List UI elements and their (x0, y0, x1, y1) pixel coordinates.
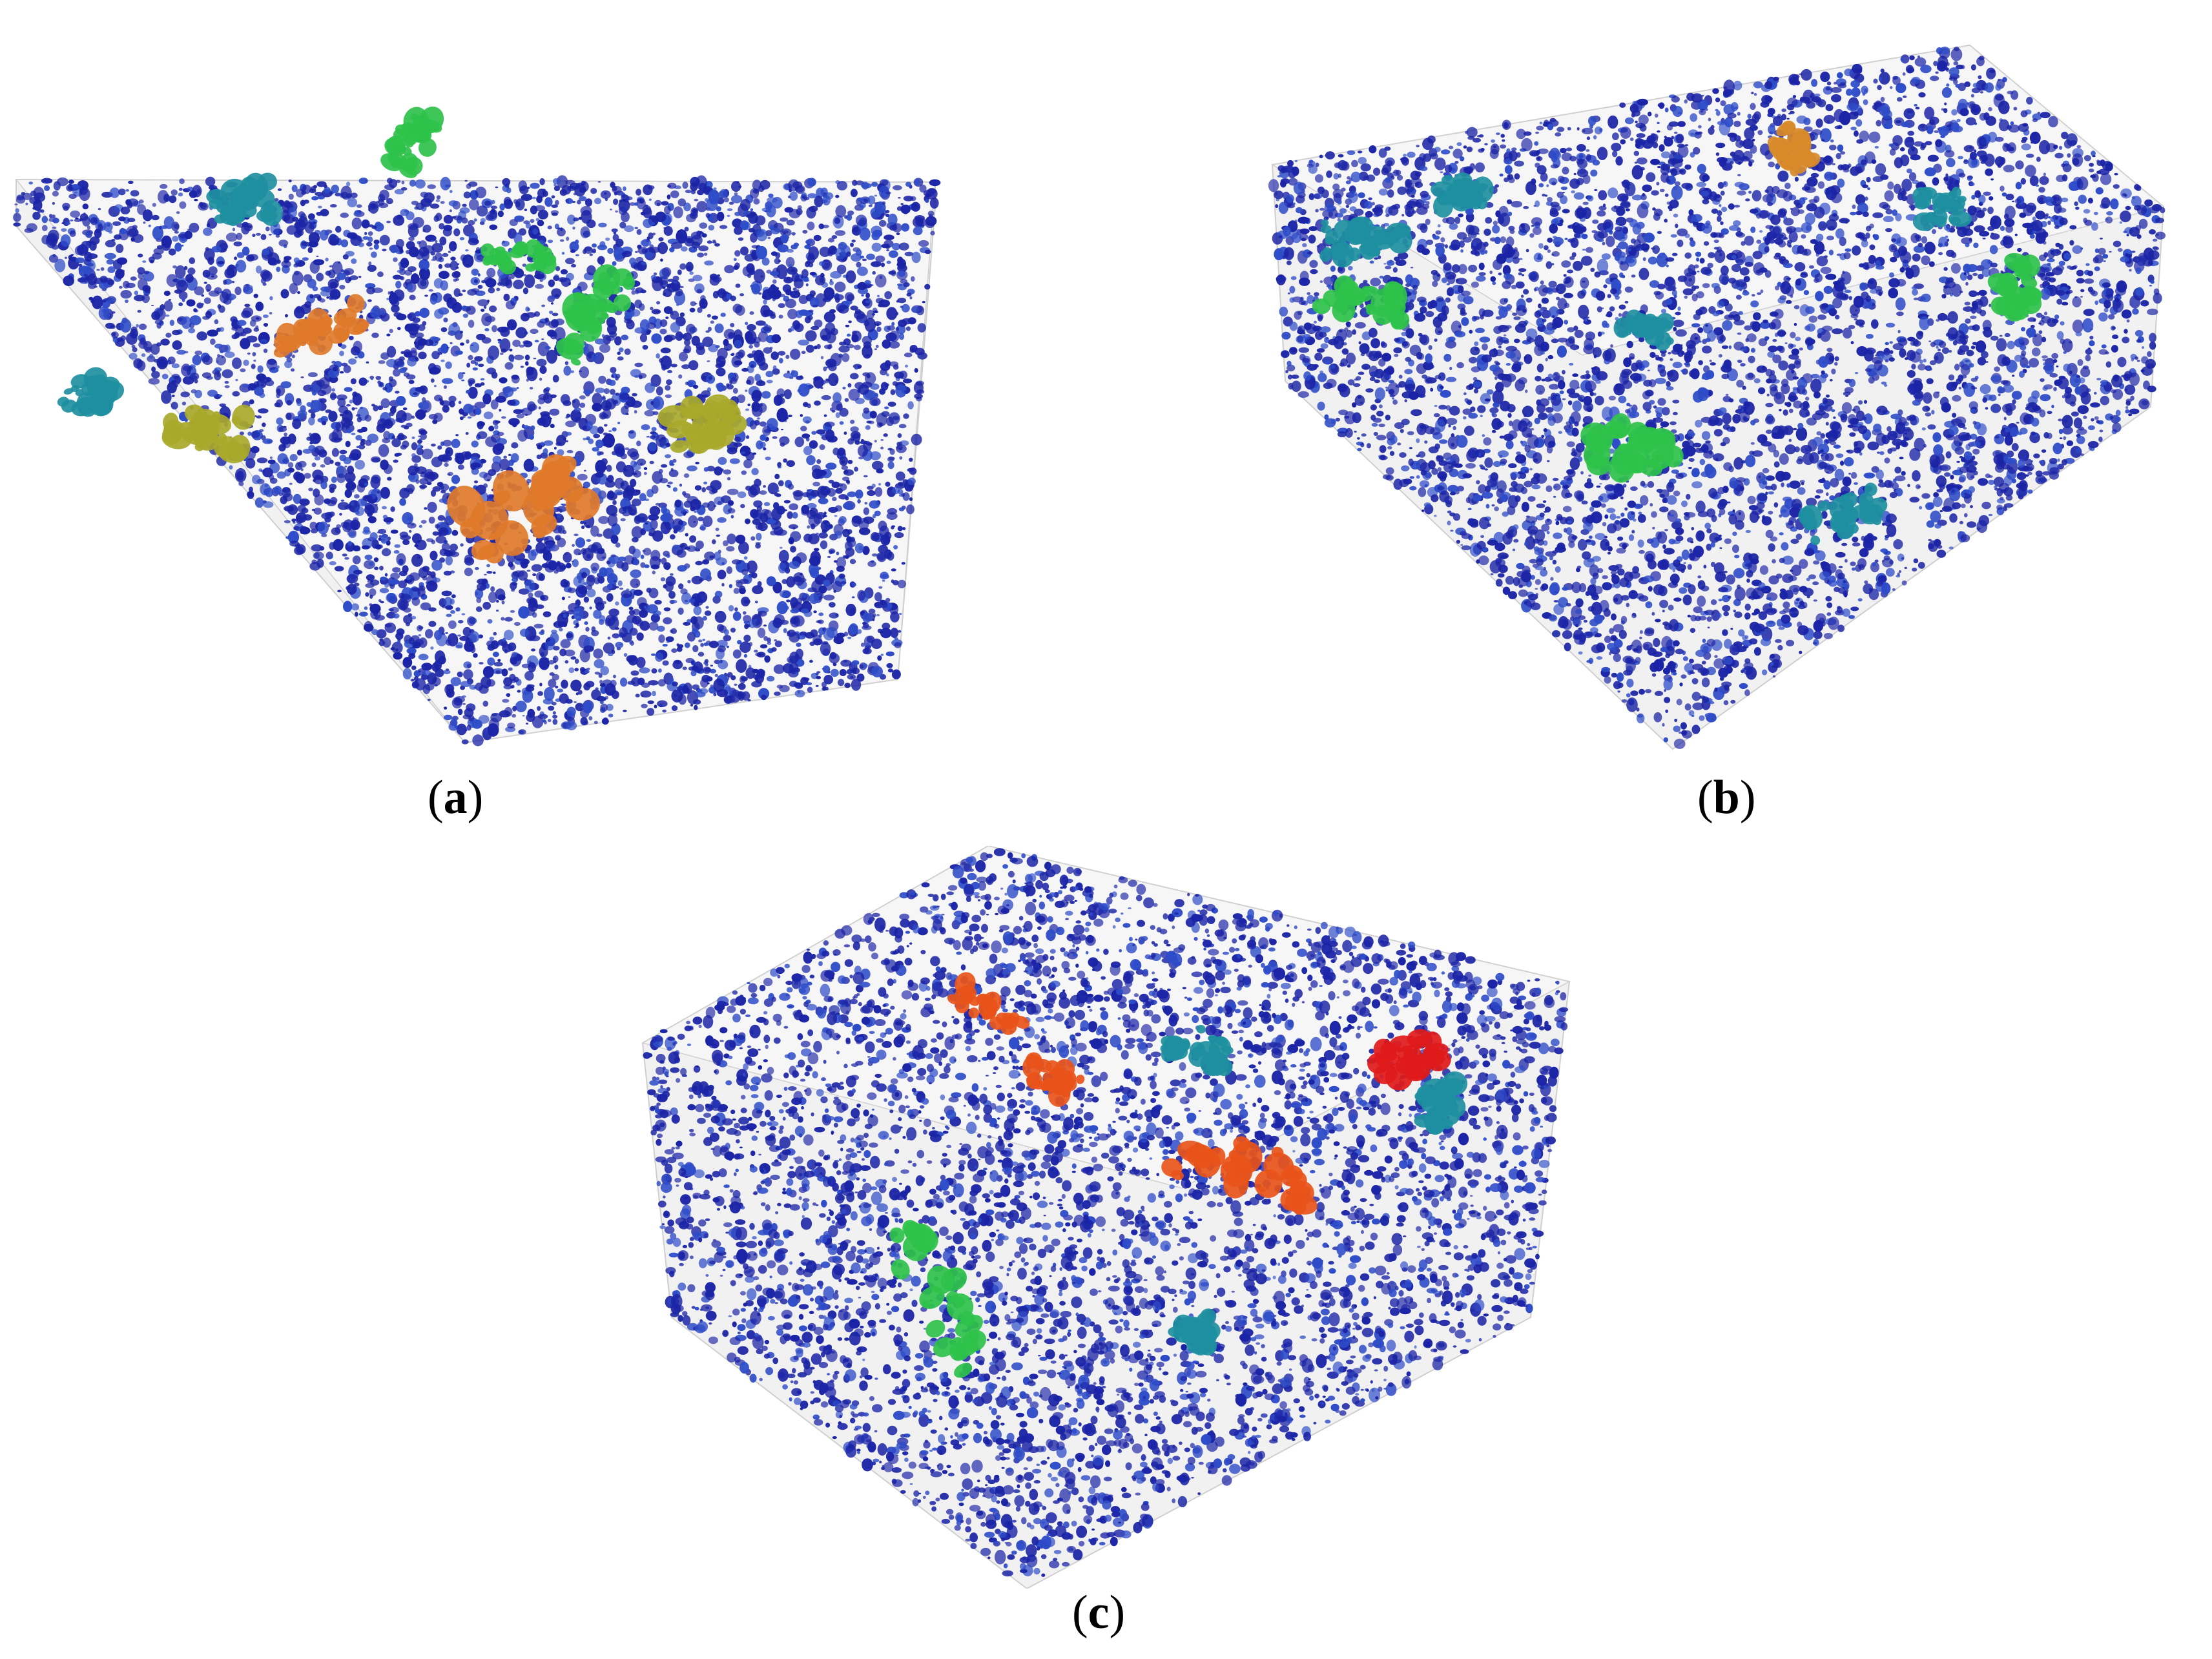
cluster-a-9 (481, 239, 557, 274)
pore-network-3d-render-b (1259, 19, 2212, 756)
caption-a: (a) (428, 771, 484, 824)
pore-network-3d-render-c (633, 846, 1589, 1589)
cluster-a-7 (57, 367, 125, 417)
cluster-b-2 (1987, 252, 2043, 322)
cluster-c-3 (889, 1220, 987, 1378)
caption-c: (c) (1072, 1586, 1126, 1639)
cluster-b-8 (1613, 309, 1674, 351)
cluster-b-3 (1767, 120, 1821, 177)
caption-b: (b) (1697, 771, 1756, 824)
pore-volume-b (1268, 44, 2166, 750)
highlighted-clusters-a (57, 107, 747, 564)
cluster-c-2 (1367, 1029, 1451, 1091)
cluster-c-6 (1160, 1024, 1234, 1077)
highlighted-clusters-b (1312, 120, 2043, 546)
cluster-c-7 (1168, 1308, 1221, 1355)
cluster-b-5 (1319, 216, 1412, 268)
pore-speckles-b (1268, 46, 2166, 749)
cluster-b-9 (1798, 482, 1888, 546)
cluster-b-7 (1912, 187, 1972, 231)
cluster-c-5 (1022, 1052, 1085, 1107)
pore-volume-a (13, 107, 941, 747)
cluster-c-8 (1414, 1071, 1468, 1135)
cluster-b-4 (1312, 275, 1410, 330)
cluster-a-4 (380, 107, 444, 178)
cluster-a-8 (206, 172, 283, 227)
cluster-b-1 (1580, 413, 1684, 483)
cluster-a-3 (555, 264, 636, 366)
cluster-a-6 (657, 394, 747, 454)
cluster-a-2 (273, 294, 369, 358)
cluster-c-4 (947, 972, 1030, 1035)
cluster-a-1 (447, 454, 601, 564)
highlighted-clusters-c (889, 972, 1468, 1378)
pore-network-3d-render-a (0, 13, 1001, 756)
cluster-c-1 (1161, 1136, 1318, 1215)
pore-volume-c (641, 846, 1571, 1589)
cluster-b-6 (1431, 172, 1494, 218)
cluster-a-5 (161, 404, 255, 464)
pore-speckles-c (643, 848, 1569, 1577)
